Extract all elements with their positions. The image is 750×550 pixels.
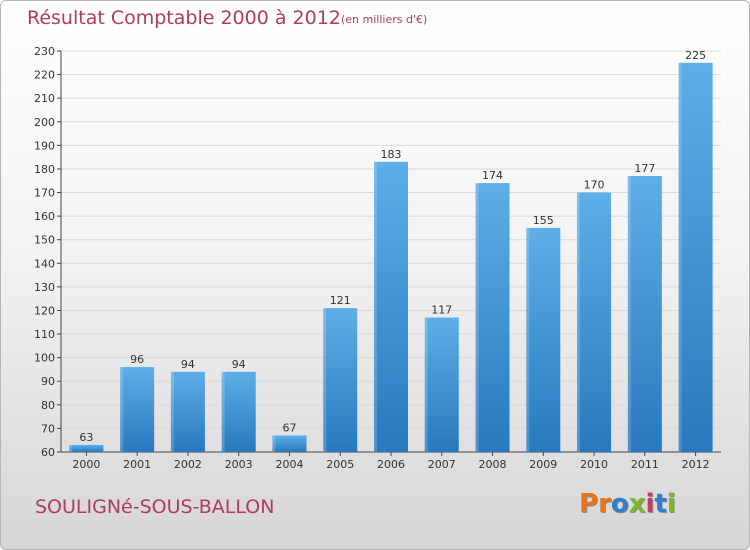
axes: 60 70 80 90 100 110 120 130 140 150 160 170 180 190 20… xyxy=(34,45,721,471)
y-tick-label: 130 xyxy=(34,281,55,294)
bar-highlight xyxy=(170,371,174,452)
bar-highlight xyxy=(627,176,631,453)
bar xyxy=(120,367,155,452)
y-tick-label: 190 xyxy=(34,139,55,152)
y-tick-label: 210 xyxy=(34,92,55,105)
data-label: 67 xyxy=(282,421,296,434)
data-label: 96 xyxy=(130,353,144,366)
x-tick-label: 2007 xyxy=(428,458,456,471)
chart-title: Résultat Comptable 2000 à 2012 xyxy=(27,7,341,29)
bar xyxy=(69,444,104,452)
bar xyxy=(475,183,510,452)
x-tick-label: 2000 xyxy=(72,458,100,471)
x-tick-label: 2010 xyxy=(580,458,608,471)
y-tick-label: 60 xyxy=(41,446,55,459)
logo-letter: x xyxy=(628,489,646,519)
y-tick-label: 160 xyxy=(34,210,55,223)
x-tick-label: 2008 xyxy=(479,458,507,471)
bar xyxy=(577,192,612,452)
bar xyxy=(221,371,256,452)
data-label: 183 xyxy=(381,148,402,161)
bar-highlight xyxy=(678,62,682,452)
bar-highlight xyxy=(374,161,377,453)
commune-name: SOULIGNé-SOUS-BALLON xyxy=(35,496,275,518)
y-tick-label: 220 xyxy=(34,69,55,82)
x-tick-label: 2012 xyxy=(682,458,710,471)
data-label: 177 xyxy=(634,162,655,175)
bar xyxy=(272,435,307,452)
y-tick-label: 110 xyxy=(34,328,55,341)
y-tick-label: 230 xyxy=(34,45,55,58)
data-label: 63 xyxy=(79,431,93,444)
data-label: 170 xyxy=(584,179,605,192)
y-tick-label: 90 xyxy=(41,375,55,388)
logo-letter: P xyxy=(579,489,599,519)
bar xyxy=(323,308,358,452)
x-tick-label: 2005 xyxy=(326,458,354,471)
bar xyxy=(170,371,205,452)
y-tick-label: 120 xyxy=(34,304,55,317)
logo-letter: r xyxy=(598,489,611,519)
data-label: 117 xyxy=(431,304,452,317)
x-tick-label: 2011 xyxy=(631,458,659,471)
y-tick-label: 80 xyxy=(41,399,55,412)
bar-highlight xyxy=(272,435,276,452)
bar xyxy=(424,317,459,452)
bar xyxy=(526,227,561,452)
y-tick-label: 200 xyxy=(34,116,55,129)
bar-highlight xyxy=(526,227,530,452)
y-tick-label: 170 xyxy=(34,187,55,200)
bar-highlight xyxy=(577,192,581,452)
x-tick-label: 2009 xyxy=(529,458,557,471)
bars xyxy=(69,62,713,453)
x-tick-label: 2002 xyxy=(174,458,202,471)
labels: 63 96 94 94 67 121 183 117 174 155 170 177 225 xyxy=(79,49,706,444)
y-tick-label: 100 xyxy=(34,352,55,365)
x-tick-label: 2004 xyxy=(275,458,303,471)
y-tick-label: 140 xyxy=(34,257,55,270)
data-label: 174 xyxy=(482,169,503,182)
data-label: 155 xyxy=(533,214,554,227)
x-tick-label: 2001 xyxy=(123,458,151,471)
data-label: 225 xyxy=(685,49,706,62)
data-label: 94 xyxy=(181,358,195,371)
y-tick-label: 150 xyxy=(34,234,55,247)
data-label: 121 xyxy=(330,294,351,307)
bar-highlight xyxy=(221,371,225,452)
bar xyxy=(374,161,408,453)
y-tick-label: 70 xyxy=(41,422,55,435)
x-tick-label: 2003 xyxy=(225,458,253,471)
bar xyxy=(627,176,662,453)
bar xyxy=(678,62,713,452)
x-tick-label: 2006 xyxy=(377,458,405,471)
bar-highlight xyxy=(424,317,428,452)
bar-highlight xyxy=(475,183,479,452)
logo-letter: t xyxy=(654,489,667,519)
bar-highlight xyxy=(323,308,327,452)
logo-letter: i xyxy=(645,489,655,519)
logo-letter: i xyxy=(666,489,676,519)
data-label: 94 xyxy=(232,358,246,371)
logo-letter: o xyxy=(610,489,629,519)
y-tick-label: 180 xyxy=(34,163,55,176)
bar-highlight xyxy=(120,367,124,452)
bar-highlight xyxy=(69,444,73,452)
proxiti-logo: Proxiti xyxy=(579,489,676,519)
chart-subtitle: (en milliers d'€) xyxy=(341,13,428,26)
